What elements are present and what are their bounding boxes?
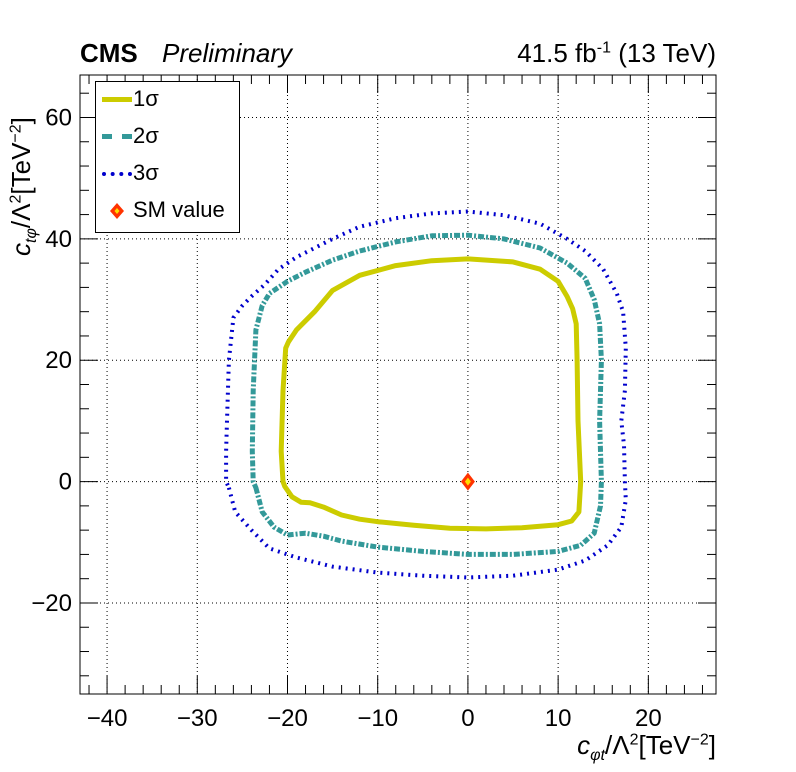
x-axis-label: cφt/Λ2[TeV−2] (577, 730, 716, 765)
x-axis-unit-close: ] (708, 730, 716, 760)
y-tick-label: 60 (45, 104, 72, 131)
y-axis-unit-power: −2 (7, 124, 25, 143)
lumi-value: 41.5 fb (517, 38, 597, 68)
tick-labels: −40 −30 −20 −10 0 10 20 −20 0 20 40 60 (31, 104, 661, 732)
y-axis-symbol: c (6, 243, 36, 256)
legend-item-2sigma: 2σ (96, 119, 239, 155)
x-tick-label: −10 (357, 705, 398, 732)
y-tick-label: 40 (45, 226, 72, 253)
y-tick-label: 0 (59, 469, 72, 496)
x-tick-label: −30 (177, 705, 218, 732)
sm-marker-inner (464, 477, 471, 486)
y-axis-unit: [TeV (6, 142, 36, 195)
x-tick-label: −20 (267, 705, 308, 732)
y-axis-lambda: /Λ (6, 203, 36, 229)
diamond-marker-icon (110, 203, 124, 219)
x-axis-unit: [TeV (638, 730, 691, 760)
status-label: Preliminary (162, 38, 293, 68)
legend-label: SM value (133, 197, 225, 222)
energy-value: (13 TeV) (618, 38, 716, 68)
legend-item-sm: SM value (96, 193, 239, 229)
contour-lines (224, 209, 628, 580)
legend-item-3sigma: 3σ (96, 156, 239, 192)
contour-2sigma (249, 232, 604, 557)
legend-label: 2σ (133, 123, 159, 148)
x-tick-label: −40 (87, 705, 128, 732)
lumi-unit-exponent: -1 (596, 39, 611, 57)
experiment-label: CMS (80, 38, 138, 68)
legend-dashdot-line-icon (102, 134, 132, 139)
x-axis-unit-power: −2 (690, 731, 709, 749)
legend-label: 3σ (133, 160, 159, 185)
contour-3sigma (224, 209, 628, 580)
x-axis-symbol: c (577, 730, 591, 760)
y-tick-label: 20 (45, 347, 72, 374)
y-axis-unit-close: ] (6, 117, 36, 125)
x-tick-label: 0 (461, 705, 474, 732)
legend-label: 1σ (133, 86, 159, 111)
x-axis-subscript: φt (590, 747, 605, 765)
legend-solid-line-icon (102, 97, 132, 102)
sm-markers (460, 472, 475, 491)
y-axis-subscript: tφ (23, 228, 41, 243)
legend-dotted-line-icon (102, 172, 132, 176)
x-axis-power: 2 (629, 731, 639, 749)
y-axis-power: 2 (7, 194, 25, 204)
legend: 1σ 2σ 3σ SM value (95, 81, 240, 233)
x-tick-label: 10 (545, 705, 572, 732)
legend-item-1sigma: 1σ (96, 82, 239, 118)
x-tick-label: 20 (635, 705, 662, 732)
y-axis-label: ctφ/Λ2[TeV−2] (6, 117, 41, 256)
luminosity-label: 41.5 fb-1 (13 TeV) (517, 38, 716, 69)
y-tick-label: −20 (31, 590, 72, 617)
x-axis-lambda: /Λ (604, 730, 630, 760)
contour-1sigma (278, 256, 584, 532)
